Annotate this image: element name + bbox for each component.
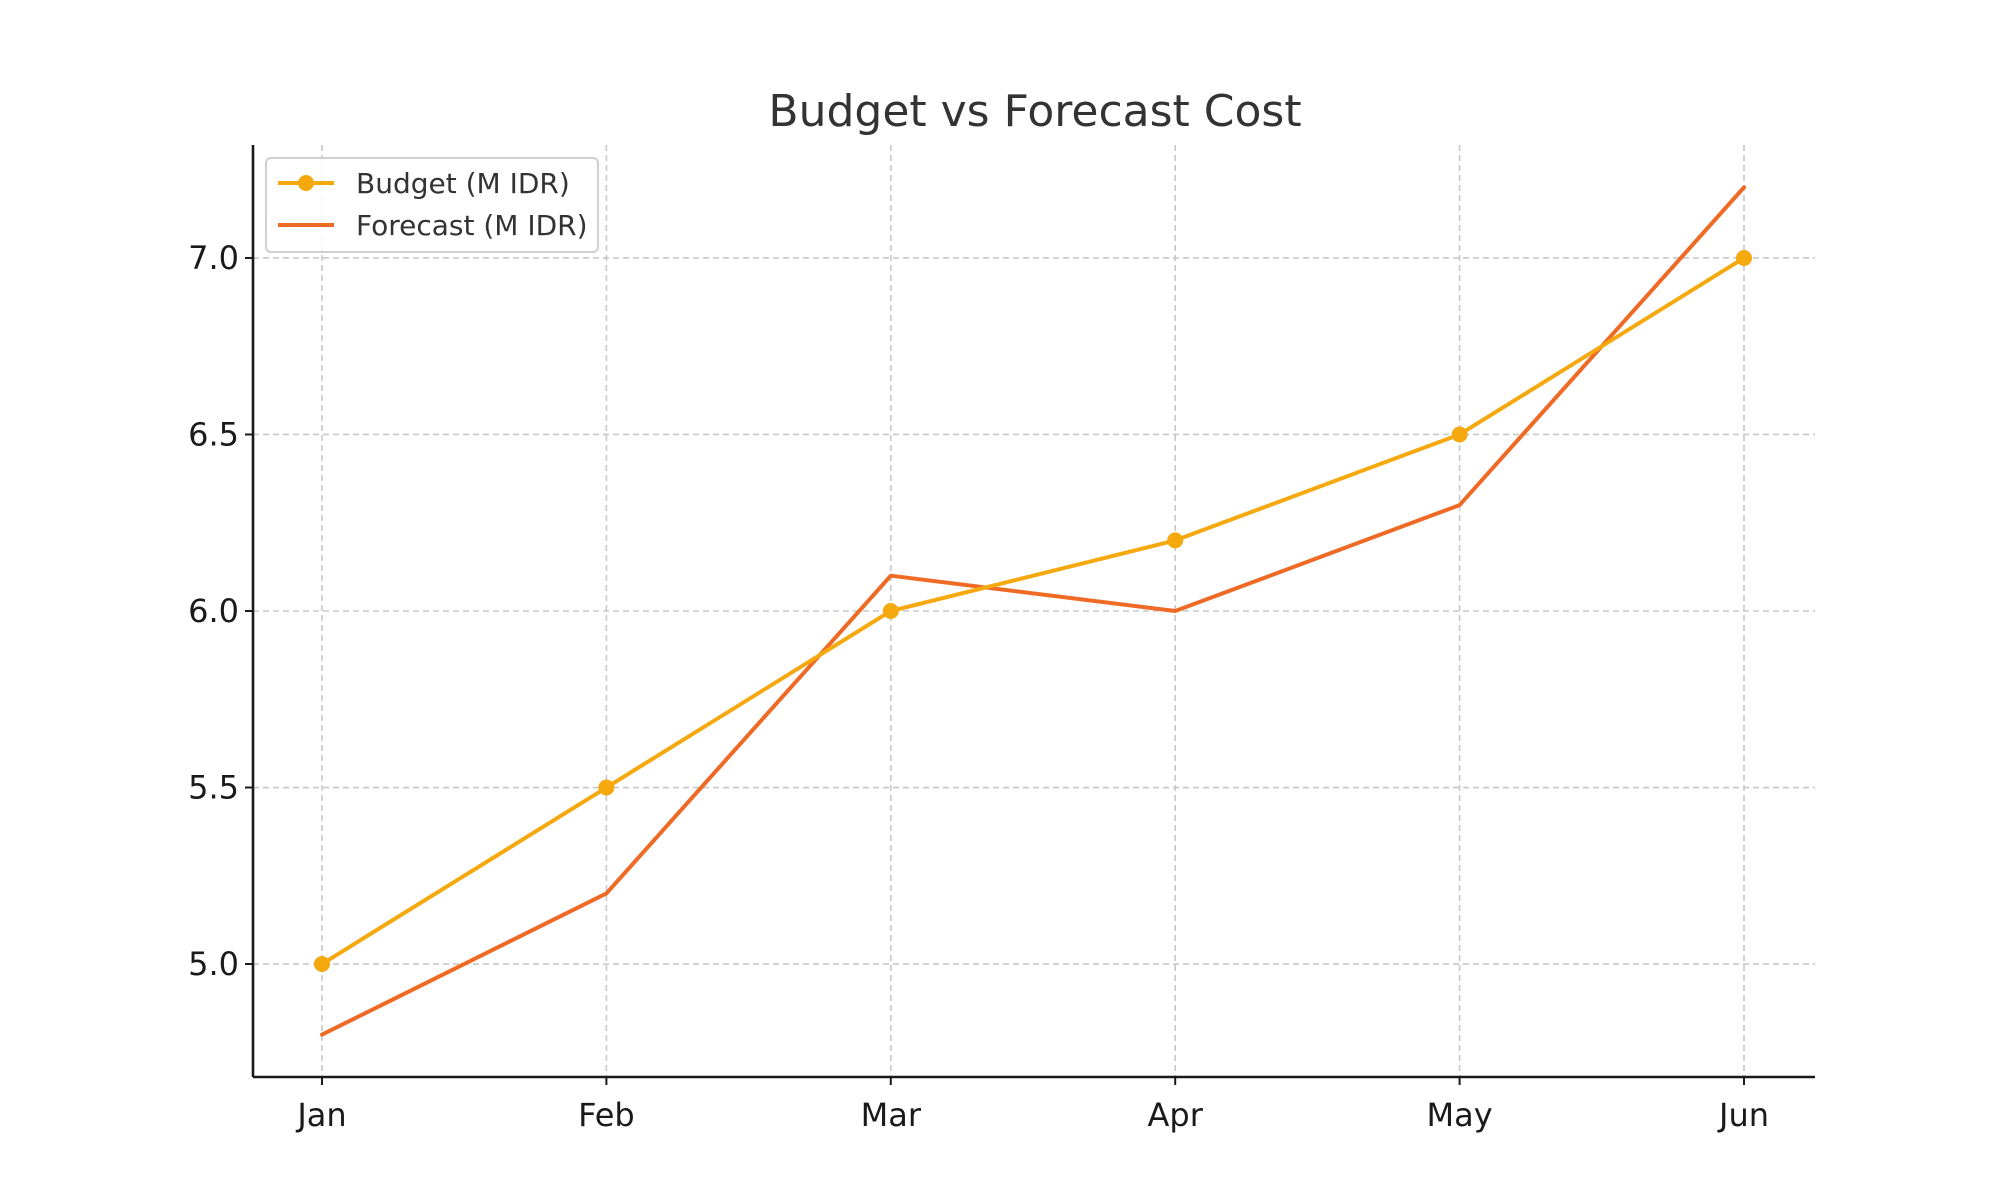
x-tick-label-apr: Apr	[1148, 1096, 1204, 1134]
data-point-budget-mar	[882, 603, 899, 619]
series-line-budget	[320, 255, 1746, 967]
legend-marker-budget	[298, 175, 314, 191]
series-layer	[314, 185, 1752, 1037]
legend-label-budget: Budget (M IDR)	[356, 167, 570, 200]
data-point-budget-feb	[598, 779, 615, 796]
chart-title: Budget vs Forecast Cost	[768, 86, 1301, 137]
x-tick-label-feb: Feb	[578, 1096, 635, 1134]
y-tick-label-7-0: 7.0	[188, 239, 239, 277]
data-point-budget-jun	[1736, 249, 1752, 266]
y-tick-label-5-0: 5.0	[188, 945, 239, 983]
x-tick-label-jun: Jun	[1717, 1096, 1769, 1134]
labels-layer: Jan Feb Mar Apr May Jun 5.0 5.5 6.0 6.5 7.0	[188, 239, 1769, 1134]
grid-layer	[253, 145, 1815, 1077]
data-point-budget-apr	[1167, 532, 1184, 549]
x-tick-label-may: May	[1427, 1096, 1493, 1134]
data-point-budget-may	[1451, 426, 1468, 443]
x-tick-label-jan: Jan	[295, 1096, 346, 1134]
legend-box	[265, 157, 599, 253]
legend: Budget (M IDR) Forecast (M IDR)	[265, 157, 599, 253]
y-tick-label-5-5: 5.5	[188, 769, 239, 807]
y-tick-label-6-0: 6.0	[188, 592, 239, 630]
legend-label-forecast: Forecast (M IDR)	[356, 209, 588, 242]
axes-layer	[245, 145, 1815, 1085]
x-tick-label-mar: Mar	[861, 1096, 922, 1134]
data-point-budget-jan	[314, 956, 330, 973]
y-tick-label-6-5: 6.5	[188, 415, 239, 453]
series-line-forecast	[320, 185, 1746, 1037]
